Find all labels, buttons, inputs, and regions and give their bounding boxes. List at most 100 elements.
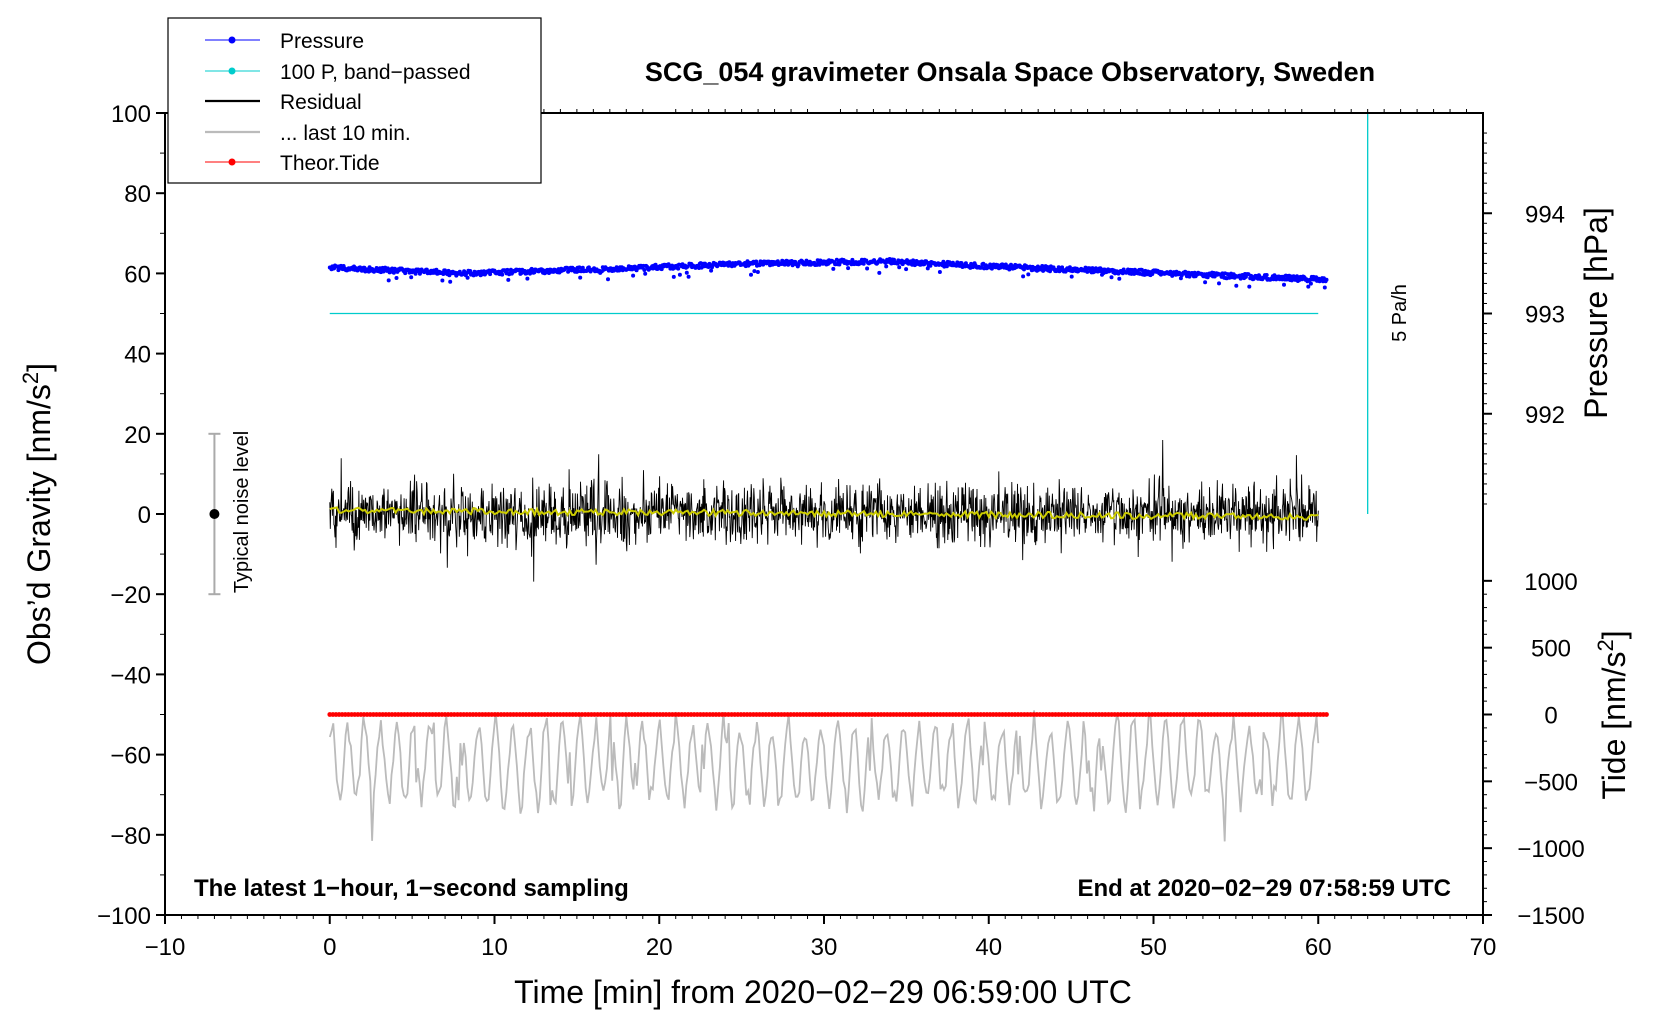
pressure-point <box>752 269 757 274</box>
pressure-point <box>1069 274 1074 279</box>
pressure-point <box>1324 277 1329 282</box>
theor-tide-point <box>1324 712 1329 717</box>
y-tick-label: 40 <box>124 342 151 369</box>
tide-tick-label: 500 <box>1531 636 1571 663</box>
y-axis-label-pressure: Pressure [hPa] <box>1578 207 1614 419</box>
legend-swatch-theor-tide-dot <box>228 158 236 166</box>
x-tick-label: 50 <box>1140 934 1167 961</box>
pressure-point <box>1041 268 1046 273</box>
residual-line <box>329 439 1319 582</box>
pressure-tick-label: 994 <box>1525 201 1565 228</box>
tide-tick-label: −1000 <box>1517 836 1584 863</box>
x-tick-label: 70 <box>1470 934 1497 961</box>
pressure-point <box>865 266 870 271</box>
pressure-point <box>1289 278 1294 283</box>
pressure-point <box>409 275 414 280</box>
pressure-point <box>617 268 622 273</box>
x-tick-label: 30 <box>811 934 838 961</box>
tide-tick-label: 0 <box>1544 703 1557 730</box>
tide-tick-label: 1000 <box>1524 569 1577 596</box>
tide-tick-label: −500 <box>1524 769 1578 796</box>
pressure-point <box>403 271 408 276</box>
pressure-point <box>1022 267 1026 272</box>
pressure-point <box>757 263 762 268</box>
y-tick-label: −60 <box>110 743 151 770</box>
legend-label-band-passed: 100 P, band−passed <box>280 61 471 84</box>
y-tick-label: −100 <box>97 903 151 930</box>
legend-swatch-pressure-dot <box>228 36 236 44</box>
y-tick-label: −20 <box>110 582 151 609</box>
pressure-point <box>1203 280 1208 285</box>
rate-label: 5 Pa/h <box>1389 284 1411 342</box>
pressure-point <box>1026 272 1031 277</box>
series-pressure <box>327 257 1329 290</box>
pressure-point <box>465 275 470 280</box>
pressure-point <box>1322 285 1327 290</box>
y-tick-label: 0 <box>138 502 151 529</box>
pressure-point <box>525 276 530 281</box>
y-axis-label-tide: Tide [nm/s2] <box>1593 630 1632 799</box>
y-axis-label-tide-main: Tide [nm/s <box>1596 651 1632 799</box>
annotation-marks <box>208 113 1369 596</box>
pressure-point <box>505 267 510 272</box>
pressure-point <box>631 273 636 278</box>
pressure-point <box>394 276 399 280</box>
pressure-point <box>861 261 866 266</box>
pressure-point <box>709 268 714 273</box>
residual-smoothed-line <box>329 506 1319 521</box>
legend-label-theor-tide: Theor.Tide <box>280 152 380 175</box>
x-tick-label: 20 <box>646 934 673 961</box>
y-tick-label: 20 <box>124 422 151 449</box>
pressure-point <box>643 271 648 276</box>
pressure-point <box>386 278 391 283</box>
pressure-point <box>606 277 610 282</box>
pressure-point <box>676 266 681 271</box>
series-theor-tide <box>327 712 1329 717</box>
series-residual-smoothed <box>329 506 1319 521</box>
pressure-point <box>336 268 341 273</box>
pressure-point <box>1085 269 1090 274</box>
pressure-point <box>684 270 689 275</box>
noise-level-label: Typical noise level <box>231 431 253 593</box>
y-axis-label-left-main: Obs’d Gravity [nm/s <box>21 384 57 665</box>
pressure-point <box>937 270 942 274</box>
pressure-tick-label: 992 <box>1525 402 1565 429</box>
bottom-right-note: End at 2020−02−29 07:58:59 UTC <box>1077 875 1451 902</box>
legend: Pressure 100 P, band−passed Residual ...… <box>167 17 542 184</box>
pressure-tick-label: 993 <box>1525 302 1565 329</box>
pressure-point <box>580 265 585 270</box>
x-tick-label: 0 <box>323 934 336 961</box>
pressure-point <box>754 259 759 264</box>
pressure-point <box>884 264 889 269</box>
legend-label-last-10-min: ... last 10 min. <box>280 122 411 145</box>
pressure-point <box>686 274 691 279</box>
pressure-point <box>897 265 902 270</box>
noise-level-center-dot <box>209 509 220 519</box>
x-tick-label: 60 <box>1305 934 1332 961</box>
series-last-10-min <box>328 710 1320 842</box>
pressure-point <box>653 262 658 267</box>
x-axis-label: Time [min] from 2020−02−29 06:59:00 UTC <box>514 974 1132 1010</box>
y-tick-label: 60 <box>124 261 151 288</box>
y-tick-label: 80 <box>124 181 151 208</box>
pressure-point <box>749 272 753 277</box>
axis-ticks: −10 0 10 20 30 40 50 60 70100806040200−20−40−60−… <box>97 101 1585 961</box>
pressure-point <box>1234 283 1239 288</box>
bottom-left-note: The latest 1−hour, 1−second sampling <box>194 875 629 902</box>
y-axis-label-left-sup: 2 <box>18 372 43 384</box>
pressure-point <box>1264 273 1269 277</box>
x-tick-label: 40 <box>975 934 1002 961</box>
pressure-point <box>1308 281 1313 286</box>
y-axis-label-tide-sup: 2 <box>1593 639 1618 651</box>
pressure-point <box>440 278 445 283</box>
pressure-point <box>988 262 993 267</box>
pressure-point <box>566 269 571 274</box>
pressure-point <box>385 266 390 271</box>
pressure-point <box>1306 284 1311 289</box>
legend-label-pressure: Pressure <box>280 30 364 53</box>
legend-swatch-band-passed-dot <box>228 67 236 75</box>
chart-title: SCG_054 gravimeter Onsala Space Observat… <box>645 57 1375 87</box>
pressure-point <box>877 270 882 275</box>
y-tick-label: −40 <box>110 662 151 689</box>
